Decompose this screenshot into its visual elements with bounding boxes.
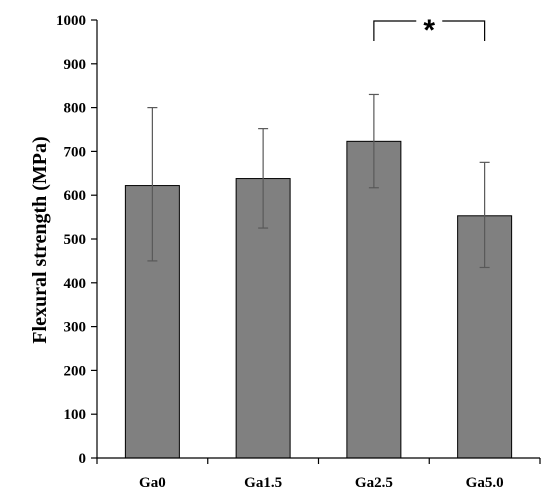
y-tick-label: 200 <box>64 363 87 379</box>
y-tick-label: 100 <box>64 407 87 423</box>
y-tick-label: 300 <box>64 320 87 336</box>
x-axis: Ga0 Ga1.5 Ga2.5 Ga5.0 <box>96 457 541 491</box>
y-tick-label: 1000 <box>56 13 86 29</box>
y-tick-label: 0 <box>79 451 87 467</box>
y-tick-label: 500 <box>64 232 87 248</box>
significance-marker: * <box>423 14 435 47</box>
y-tick-label: 900 <box>64 57 87 73</box>
x-tick-label: Ga5.0 <box>466 475 504 491</box>
bar-series <box>124 93 513 459</box>
y-tick-label: 400 <box>64 276 87 292</box>
x-tick-label: Ga0 <box>139 475 166 491</box>
bar-ga2-5 <box>346 140 402 459</box>
y-tick-label: 800 <box>64 101 87 117</box>
significance-bracket: * <box>373 14 486 47</box>
y-tick-label: 600 <box>64 188 87 204</box>
x-tick-label: Ga2.5 <box>355 475 393 491</box>
x-tick-label: Ga1.5 <box>244 475 282 491</box>
y-tick-label: 700 <box>64 144 87 160</box>
significance-gap <box>416 17 443 25</box>
y-axis: 0 100 200 300 400 500 600 700 800 900 1000 <box>56 13 98 467</box>
y-axis-label: Flexural strength (MPa) <box>29 136 51 343</box>
